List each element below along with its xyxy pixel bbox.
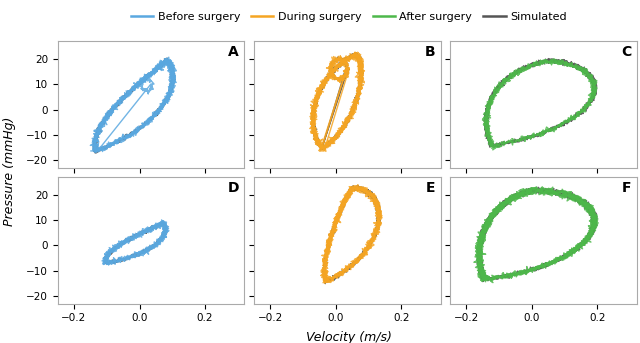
Text: Pressure (mmHg): Pressure (mmHg) xyxy=(3,117,16,226)
Text: D: D xyxy=(227,181,239,194)
Text: E: E xyxy=(426,181,435,194)
Text: A: A xyxy=(228,45,239,59)
Text: F: F xyxy=(621,181,631,194)
Text: Velocity (m/s): Velocity (m/s) xyxy=(306,331,392,343)
Text: B: B xyxy=(424,45,435,59)
Legend: Before surgery, During surgery, After surgery, Simulated: Before surgery, During surgery, After su… xyxy=(127,7,571,26)
Text: C: C xyxy=(621,45,631,59)
